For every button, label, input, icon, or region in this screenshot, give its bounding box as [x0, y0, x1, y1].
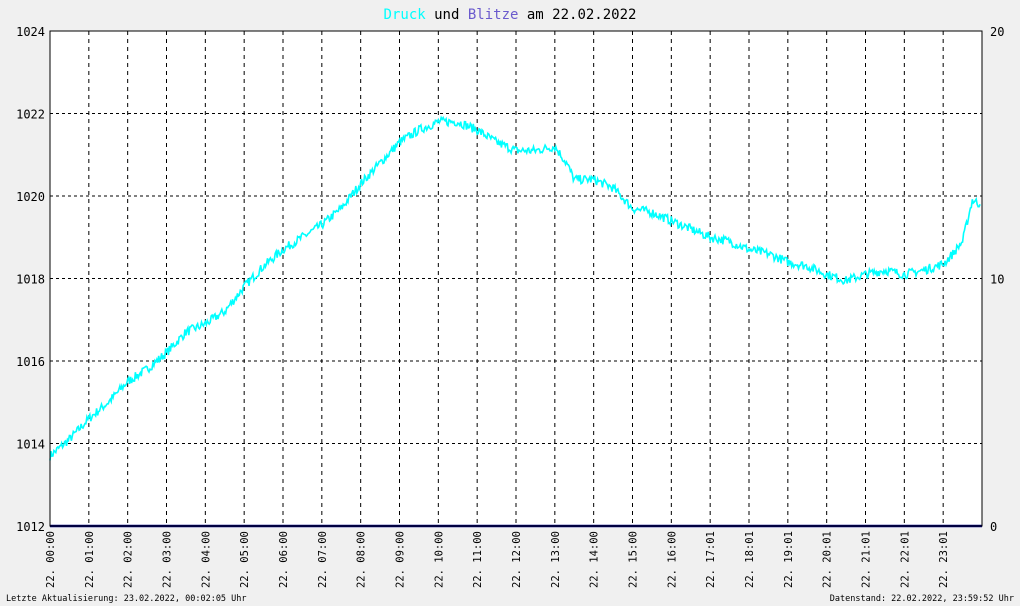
y-left-tick-label: 1016 [16, 355, 45, 369]
x-tick-label: 22. 11:00 [472, 531, 484, 588]
x-tick-label: 22. 01:00 [84, 531, 96, 588]
plot-frame [49, 30, 983, 527]
footer-data-status: Datenstand: 22.02.2022, 23:59:52 Uhr [830, 594, 1014, 604]
title-druck: Druck [384, 7, 427, 23]
x-tick-label: 22. 19:01 [783, 531, 795, 588]
y-left-tick-label: 1014 [16, 438, 45, 452]
grid-lines [50, 31, 982, 526]
x-tick-label: 22. 18:01 [744, 531, 756, 588]
x-tick-label: 22. 20:01 [822, 531, 834, 588]
x-tick-label: 22. 02:00 [123, 531, 135, 588]
x-axis: 22. 00:00 22. 01:00 22. 02:00 22. 03:00 22. … [45, 531, 950, 588]
y-left-tick-label: 1020 [16, 190, 45, 204]
x-tick-label: 22. 08:00 [356, 531, 368, 588]
x-tick-label: 22. 07:00 [317, 531, 329, 588]
x-tick-label: 22. 09:00 [395, 531, 407, 588]
chart-title: Druck und Blitze am 22.02.2022 [384, 7, 637, 23]
y-left-tick-label: 1024 [16, 25, 45, 39]
x-tick-label: 22. 00:00 [45, 531, 57, 588]
x-tick-label: 22. 21:01 [861, 531, 873, 588]
y-left-tick-label: 1012 [16, 520, 45, 534]
y-left-tick-label: 1022 [16, 108, 45, 122]
footer-last-update: Letzte Aktualisierung: 23.02.2022, 00:02… [6, 594, 247, 604]
x-tick-label: 22. 06:00 [278, 531, 290, 588]
x-tick-label: 22. 05:00 [239, 531, 251, 588]
x-tick-label: 22. 16:00 [666, 531, 678, 588]
x-tick-label: 22. 03:00 [162, 531, 174, 588]
y-right-tick-label: 10 [990, 273, 1004, 287]
x-tick-label: 22. 14:00 [589, 531, 601, 588]
title-blitze: Blitze [468, 7, 519, 23]
x-tick-label: 22. 22:01 [899, 531, 911, 588]
x-tick-label: 22. 17:01 [705, 531, 717, 588]
y-right-tick-label: 0 [990, 520, 997, 534]
title-und: und [426, 7, 468, 23]
x-tick-label: 22. 23:01 [938, 531, 950, 588]
x-tick-label: 22. 15:00 [628, 531, 640, 588]
x-tick-label: 22. 13:00 [550, 531, 562, 588]
y-right-tick-label: 20 [990, 25, 1004, 39]
title-date: am 22.02.2022 [518, 7, 636, 23]
y-left-tick-label: 1018 [16, 273, 45, 287]
y-axis-left: 1012 1014 1016 1018 1020 1022 1024 [16, 25, 45, 534]
x-tick-label: 22. 04:00 [200, 531, 212, 588]
x-tick-label: 22. 12:00 [511, 531, 523, 588]
series-druck-line [49, 115, 981, 461]
y-axis-right: 0 10 20 [990, 25, 1004, 534]
x-tick-label: 22. 10:00 [433, 531, 445, 588]
